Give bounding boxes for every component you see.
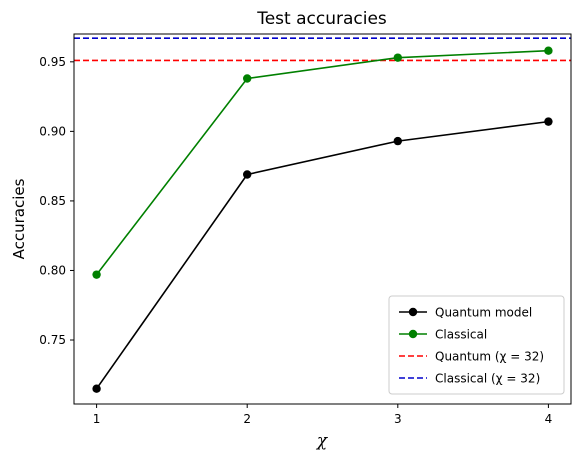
data-point-0-1	[242, 170, 252, 179]
legend-label-0: Quantum model	[435, 306, 532, 320]
data-point-1-0	[92, 270, 101, 279]
legend-label-1: Classical	[435, 328, 487, 342]
x-axis-label: χ	[316, 431, 329, 451]
axes-frame	[73, 33, 572, 405]
data-point-1-2	[393, 53, 403, 62]
y-tick-label-4: 0.95	[39, 55, 66, 69]
data-point-1-1	[242, 74, 252, 83]
legend-marker-1	[408, 329, 418, 339]
data-point-0-2	[393, 136, 403, 146]
plot-layer: 1 2 3 4 0.75 0.80 0.85 0.90 0.95 Quantum model Cla…	[39, 33, 572, 426]
y-tick-label-0: 0.75	[39, 333, 66, 347]
y-tick-label-3: 0.90	[39, 124, 66, 138]
x-tick-label-1: 2	[243, 412, 251, 426]
data-point-1-3	[544, 46, 553, 55]
data-point-0-3	[544, 117, 553, 126]
y-tick-label-1: 0.80	[39, 263, 66, 277]
y-axis-label: Accuracies	[10, 178, 28, 259]
chart-title: Test accuracies	[256, 9, 387, 29]
x-tick-label-3: 4	[545, 412, 553, 426]
series-line-1	[95, 49, 549, 276]
series-line-0	[95, 120, 549, 390]
legend-marker-0	[408, 307, 418, 317]
y-tick-label-2: 0.85	[39, 194, 66, 208]
legend-box	[388, 295, 565, 395]
legend-label-3: Classical (χ = 32)	[435, 372, 540, 386]
data-point-0-0	[92, 384, 101, 393]
x-tick-label-0: 1	[93, 412, 101, 426]
x-tick-label-2: 3	[394, 412, 402, 426]
legend-label-2: Quantum (χ = 32)	[435, 350, 544, 364]
